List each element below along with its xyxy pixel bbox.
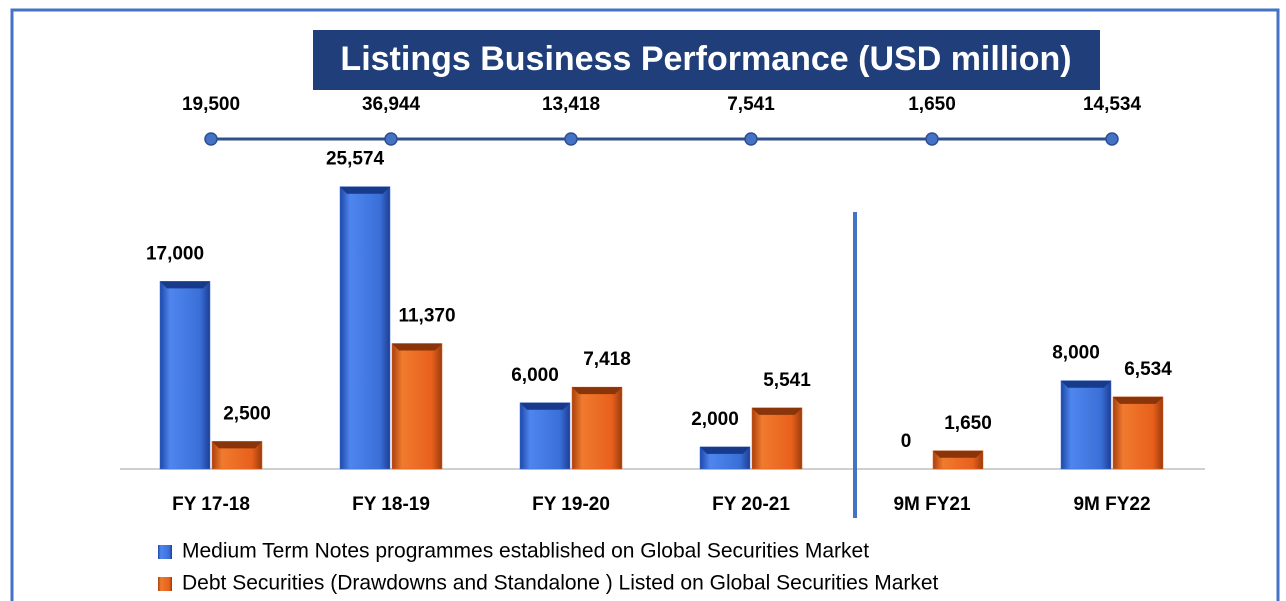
legend-label: Medium Term Notes programmes established… (182, 540, 869, 563)
x-tick-label: 9M FY21 (893, 494, 971, 515)
data-label: 6,000 (511, 365, 559, 386)
legend-swatch (158, 545, 172, 559)
bar-cap (340, 186, 390, 194)
total-dot (744, 132, 758, 146)
data-label: 6,534 (1124, 359, 1172, 380)
x-tick-label: FY 20-21 (712, 494, 790, 515)
data-label: 8,000 (1052, 343, 1100, 364)
bar (159, 281, 211, 470)
bar-cap (392, 343, 442, 351)
total-dot (564, 132, 578, 146)
data-label: 11,370 (398, 306, 455, 327)
legend-label: Debt Securities (Drawdowns and Standalon… (182, 572, 939, 595)
total-dot (925, 132, 939, 146)
total-label: 7,541 (727, 94, 775, 115)
bar-cap (1061, 380, 1111, 388)
bar-cap (212, 441, 262, 449)
data-label: 5,541 (763, 370, 811, 391)
x-tick-label: FY 18-19 (352, 494, 430, 515)
legend-swatch (158, 577, 172, 591)
x-tick-label: FY 19-20 (532, 494, 610, 515)
total-dot (204, 132, 218, 146)
bar (571, 386, 623, 470)
total-dot (384, 132, 398, 146)
bar-cap (1113, 396, 1163, 404)
bar-cap (520, 402, 570, 410)
total-label: 19,500 (182, 94, 240, 115)
frame (10, 8, 1280, 601)
total-label: 1,650 (908, 94, 956, 115)
data-label: 7,418 (583, 349, 631, 370)
data-label: 0 (901, 431, 912, 452)
data-label: 1,650 (944, 413, 992, 434)
bar-cap (572, 387, 622, 395)
bar (519, 402, 571, 470)
bar-cap (933, 450, 983, 458)
total-label: 36,944 (362, 94, 421, 115)
data-label: 2,500 (223, 403, 271, 424)
bar (391, 343, 443, 470)
total-label: 14,534 (1083, 94, 1142, 115)
x-tick-label: 9M FY22 (1073, 494, 1150, 515)
bar (1112, 396, 1164, 470)
data-label: 17,000 (146, 243, 204, 264)
bar (751, 407, 803, 470)
bar-cap (700, 446, 750, 454)
bar-cap (160, 281, 210, 289)
bar-cap (752, 407, 802, 415)
chart-title: Listings Business Performance (USD milli… (340, 40, 1071, 78)
data-label: 25,574 (326, 149, 385, 170)
x-tick-label: FY 17-18 (172, 494, 250, 515)
title-box (313, 30, 1100, 90)
total-dot (1105, 132, 1119, 146)
bar (339, 186, 391, 470)
bar (1060, 380, 1112, 470)
total-label: 13,418 (542, 94, 600, 115)
data-label: 2,000 (691, 409, 739, 430)
